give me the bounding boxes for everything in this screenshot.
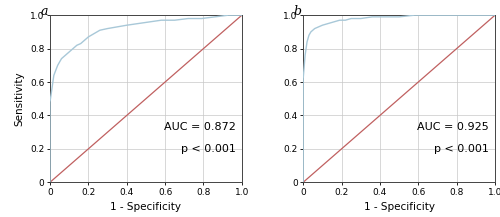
Text: AUC = 0.925: AUC = 0.925 — [418, 122, 489, 132]
Text: AUC = 0.872: AUC = 0.872 — [164, 122, 236, 132]
X-axis label: 1 - Specificity: 1 - Specificity — [364, 202, 434, 212]
Text: a: a — [40, 5, 48, 18]
Y-axis label: Sensitivity: Sensitivity — [14, 71, 24, 126]
X-axis label: 1 - Specificity: 1 - Specificity — [110, 202, 182, 212]
Text: b: b — [294, 5, 302, 18]
Text: p < 0.001: p < 0.001 — [434, 144, 489, 154]
Text: p < 0.001: p < 0.001 — [181, 144, 236, 154]
